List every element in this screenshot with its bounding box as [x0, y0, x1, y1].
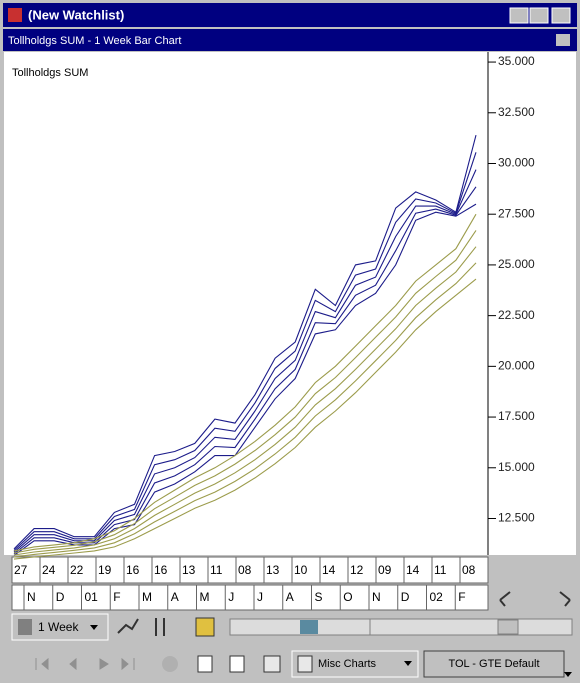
dropdown-arrow [564, 672, 572, 677]
scroll-thumb-1[interactable] [300, 620, 318, 634]
misc-icon [297, 655, 313, 673]
tool-icons[interactable] [117, 618, 165, 636]
month-label: M [142, 590, 152, 604]
y-tick-label: 20.000 [498, 359, 535, 373]
chart-title: Tollholdgs SUM - 1 Week Bar Chart [8, 35, 181, 47]
week-label: 27 [14, 563, 28, 577]
misc-charts-button[interactable] [291, 650, 419, 678]
y-tick-label: 25.000 [498, 257, 535, 271]
period-icon [18, 619, 32, 635]
month-label: S [315, 590, 323, 604]
y-tick-label: 12.500 [498, 511, 535, 525]
plot-area [4, 52, 576, 555]
series-line [13, 230, 477, 554]
series-line [13, 246, 477, 556]
month-label: F [113, 590, 120, 604]
record-button[interactable] [162, 656, 178, 672]
month-label: M [200, 590, 210, 604]
y-tick-label: 15.000 [498, 460, 535, 474]
week-label: 13 [266, 563, 280, 577]
dropdown-arrow [90, 625, 98, 630]
y-tick-label: 35.000 [498, 54, 535, 68]
series-line [13, 134, 477, 550]
series-line [13, 278, 477, 560]
week-label: 11 [210, 563, 223, 577]
month-label: N [372, 590, 381, 604]
week-label: 14 [406, 563, 420, 577]
week-label: 16 [154, 563, 168, 577]
edit-icon[interactable] [229, 655, 245, 673]
y-tick-label: 17.500 [498, 409, 535, 423]
y-tick-label: 30.000 [498, 156, 535, 170]
week-label: 16 [126, 563, 140, 577]
month-label: D [56, 590, 65, 604]
month-label: 01 [85, 590, 99, 604]
y-tick-label: 27.500 [498, 206, 535, 220]
scroll-thumb-2[interactable] [497, 619, 519, 635]
close-button[interactable] [551, 7, 571, 24]
week-row [11, 556, 489, 584]
series-line [13, 262, 477, 558]
window-title: (New Watchlist) [28, 7, 124, 22]
chart-close-button[interactable] [556, 34, 570, 46]
week-label: 13 [182, 563, 196, 577]
app-icon [8, 8, 22, 22]
week-label: 12 [350, 563, 364, 577]
month-label: 02 [430, 590, 444, 604]
month-row [11, 584, 489, 611]
month-label: A [286, 590, 294, 604]
title-bar [3, 3, 577, 27]
layout-button[interactable] [423, 650, 565, 678]
series-line [13, 169, 477, 553]
new-icon[interactable] [197, 655, 213, 673]
scroll-arrows[interactable] [499, 591, 571, 607]
minimize-button[interactable] [509, 7, 529, 24]
scrollbar-2[interactable] [369, 618, 573, 636]
series-line [13, 213, 477, 552]
maximize-button[interactable] [529, 7, 549, 24]
month-label: J [228, 590, 234, 604]
week-label: 14 [322, 563, 336, 577]
month-label: A [171, 590, 179, 604]
week-label: 11 [434, 563, 447, 577]
month-label: N [27, 590, 36, 604]
month-label: O [343, 590, 352, 604]
period-label: 1 Week [38, 620, 79, 634]
misc-charts-label: Misc Charts [318, 658, 377, 670]
layout-label: TOL - GTE Default [448, 658, 539, 670]
week-label: 19 [98, 563, 112, 577]
chart-label: Tollholdgs SUM [12, 67, 88, 79]
week-label: 08 [238, 563, 252, 577]
copy-icon[interactable] [263, 655, 281, 673]
week-label: 22 [70, 563, 84, 577]
month-label: D [401, 590, 410, 604]
week-label: 10 [294, 563, 308, 577]
y-tick-label: 22.500 [498, 308, 535, 322]
month-label: F [458, 590, 465, 604]
week-label: 08 [462, 563, 476, 577]
y-tick-label: 32.500 [498, 105, 535, 119]
series-line [13, 152, 477, 551]
week-label: 24 [42, 563, 56, 577]
nav-buttons[interactable] [35, 657, 135, 671]
color-icon[interactable] [195, 617, 215, 637]
dropdown-arrow [404, 661, 412, 666]
week-label: 09 [378, 563, 392, 577]
month-label: J [257, 590, 263, 604]
chart-title-bar [3, 29, 577, 51]
